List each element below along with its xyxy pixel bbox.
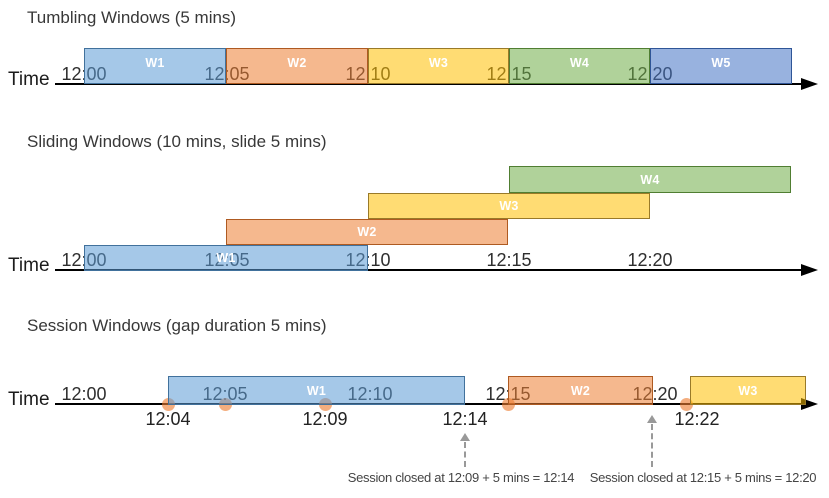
time-axis-label: Time bbox=[8, 255, 50, 276]
axis-arrow-icon bbox=[801, 264, 818, 276]
window-bar-w2: W2 bbox=[226, 48, 368, 84]
session-close-arrow bbox=[464, 442, 466, 467]
window-label: W4 bbox=[640, 172, 660, 187]
window-bar-w3: W3 bbox=[368, 48, 509, 84]
window-label: W2 bbox=[357, 225, 377, 239]
axis-arrow-icon bbox=[801, 78, 818, 90]
window-label: W3 bbox=[428, 56, 449, 70]
window-label: W1 bbox=[145, 56, 165, 70]
event-time-label: 12:09 bbox=[302, 409, 348, 429]
window-bar-w1: W1 bbox=[84, 48, 226, 84]
window-label: W3 bbox=[738, 383, 758, 398]
time-axis bbox=[55, 269, 803, 271]
window-label: W3 bbox=[499, 199, 519, 213]
session-close-arrow-icon bbox=[647, 415, 657, 423]
window-bar-w2: W2 bbox=[226, 219, 508, 245]
window-label: W1 bbox=[216, 251, 236, 265]
section-title-session: Session Windows (gap duration 5 mins) bbox=[27, 316, 327, 335]
event-time-label: 12:14 bbox=[442, 409, 488, 429]
session-close-annotation: Session closed at 12:15 + 5 mins = 12:20 bbox=[589, 470, 817, 485]
event-time-label: 12:22 bbox=[674, 409, 720, 429]
session-close-arrow-icon bbox=[460, 433, 470, 441]
window-label: W2 bbox=[287, 56, 307, 70]
section-title-tumbling: Tumbling Windows (5 mins) bbox=[27, 8, 237, 27]
window-bar-w3: W3 bbox=[368, 193, 650, 219]
window-bar-w1: W1 bbox=[168, 376, 465, 405]
session-close-annotation: Session closed at 12:09 + 5 mins = 12:14 bbox=[347, 470, 575, 485]
time-axis-label: Time bbox=[8, 389, 50, 410]
event-dot bbox=[680, 398, 693, 411]
time-tick: 12:00 bbox=[61, 384, 107, 404]
session-close-arrow bbox=[651, 424, 653, 467]
event-time-label: 12:04 bbox=[145, 409, 191, 429]
window-bar-w2: W2 bbox=[508, 376, 653, 405]
window-bar-w3: W3 bbox=[690, 376, 806, 405]
window-bar-w4: W4 bbox=[509, 166, 791, 193]
window-bar-w1: W1 bbox=[84, 245, 368, 271]
window-label: W4 bbox=[569, 56, 590, 70]
time-tick: 12:20 bbox=[627, 250, 673, 270]
time-axis-label: Time bbox=[8, 69, 50, 90]
time-axis bbox=[55, 83, 803, 85]
window-label: W5 bbox=[711, 56, 731, 70]
window-bar-w4: W4 bbox=[509, 48, 650, 84]
section-title-sliding: Sliding Windows (10 mins, slide 5 mins) bbox=[27, 132, 327, 151]
window-label: W1 bbox=[306, 383, 327, 398]
time-tick: 12:15 bbox=[486, 250, 532, 270]
window-bar-w5: W5 bbox=[650, 48, 792, 84]
window-label: W2 bbox=[570, 383, 591, 398]
